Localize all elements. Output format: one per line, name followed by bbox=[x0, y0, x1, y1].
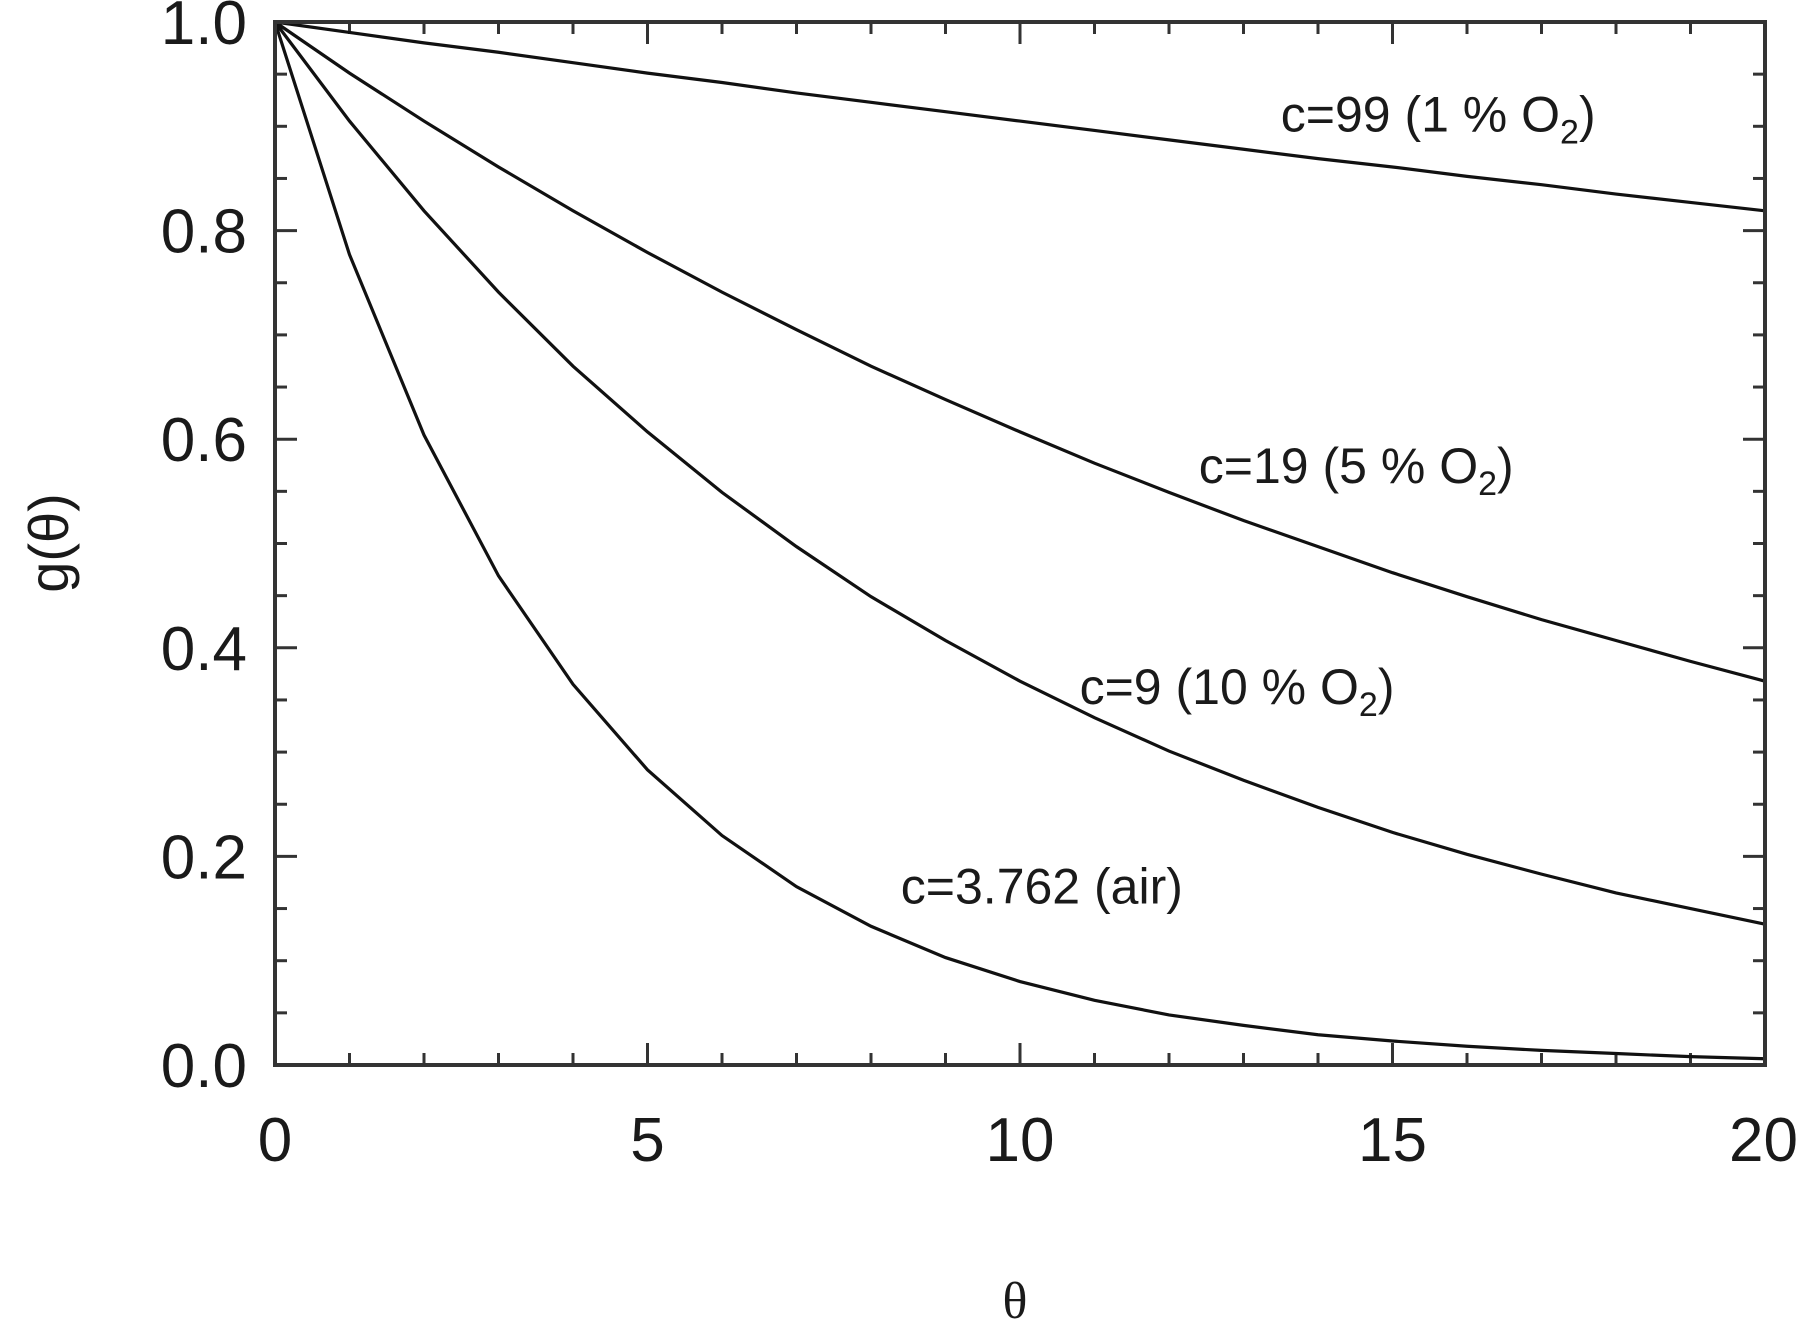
y-tick-label: 1.0 bbox=[161, 0, 247, 58]
series-line-2 bbox=[274, 20, 1766, 683]
series-annotation-4: c=3.762 (air) bbox=[901, 858, 1183, 914]
x-tick-label: 5 bbox=[630, 1106, 664, 1175]
x-tick-label: 15 bbox=[1358, 1106, 1427, 1175]
y-axis-title: g(θ) bbox=[17, 493, 80, 593]
tick-labels: 0 5 10 15 20 0.0 0.2 0.4 0.6 0.8 1.0 bbox=[161, 0, 1798, 1175]
curve-annotations: c=99 (1 % O2) c=19 (5 % O2) c=9 (10 % O2) c… bbox=[901, 87, 1596, 915]
x-tick-label: 20 bbox=[1729, 1106, 1798, 1175]
y-tick-label: 0.4 bbox=[161, 615, 247, 684]
series-line-4 bbox=[273, 21, 1766, 1061]
series-line-3 bbox=[273, 21, 1766, 926]
plot-curves bbox=[273, 20, 1766, 1061]
series-annotation-1: c=99 (1 % O2) bbox=[1281, 87, 1596, 152]
x-tick-label: 0 bbox=[258, 1106, 292, 1175]
series-annotation-3: c=9 (10 % O2) bbox=[1080, 659, 1395, 724]
y-tick-label: 0.8 bbox=[161, 198, 247, 267]
x-axis-title: θ bbox=[1003, 1273, 1028, 1323]
series-annotation-2: c=19 (5 % O2) bbox=[1199, 438, 1514, 503]
y-tick-label: 0.0 bbox=[161, 1032, 247, 1101]
x-tick-label: 10 bbox=[986, 1106, 1055, 1175]
plot-frame bbox=[273, 20, 1767, 1067]
y-tick-label: 0.6 bbox=[161, 406, 247, 475]
series-line-1 bbox=[274, 20, 1766, 213]
y-tick-label: 0.2 bbox=[161, 823, 247, 892]
